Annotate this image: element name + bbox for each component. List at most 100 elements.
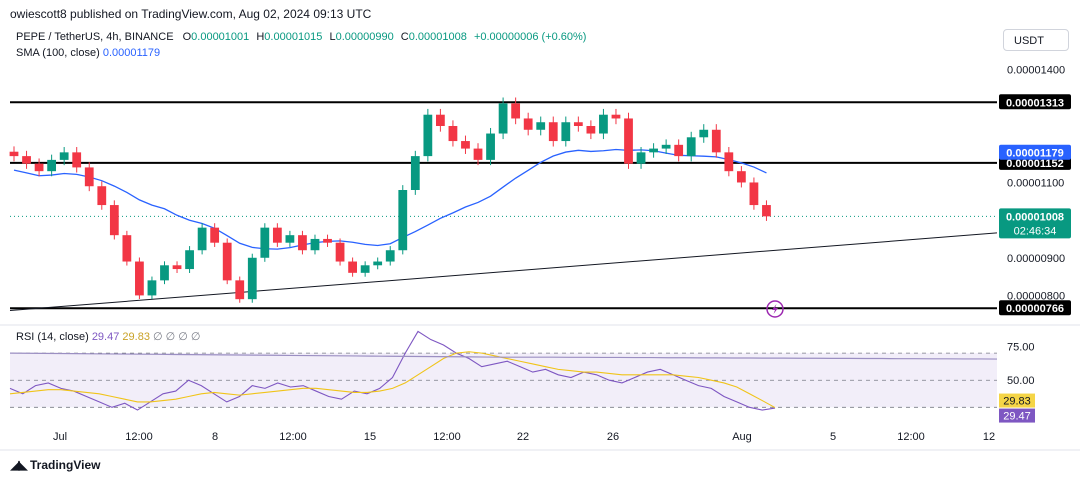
candle-body	[573, 122, 583, 126]
candle-body	[699, 129, 709, 138]
price-badge: 0.00001008	[1006, 211, 1064, 223]
rsi-ma-value: 29.83	[122, 331, 150, 343]
tradingview-logo-icon: ◢◣	[10, 457, 28, 472]
sma-badge: 0.00001179	[1006, 148, 1064, 160]
price-tick-label: 0.00001400	[1007, 65, 1065, 77]
rsi-extra-values: ∅ ∅ ∅ ∅	[153, 331, 201, 343]
flash-icon[interactable]	[766, 300, 784, 318]
candle-body	[624, 118, 633, 164]
candle-body	[197, 227, 207, 251]
tradingview-brand[interactable]: ◢◣ TradingView	[10, 457, 100, 473]
rsi-band	[10, 353, 997, 408]
change-value: +0.00000006 (+0.60%)	[473, 31, 587, 43]
candle-body	[686, 137, 696, 157]
candle-body	[398, 190, 408, 251]
time-tick-label: 26	[607, 431, 619, 443]
candle-body	[210, 227, 220, 243]
candle-body	[749, 182, 759, 206]
candle-body	[97, 186, 107, 206]
rsi-series-line	[9, 330, 776, 411]
level-badge: 0.00000766	[1006, 303, 1064, 315]
trendline-layer	[9, 232, 998, 311]
time-tick-label: 22	[517, 431, 529, 443]
open-label: O	[182, 31, 192, 43]
candle-body	[298, 235, 307, 251]
candle-body	[423, 114, 433, 157]
candle-body	[47, 159, 57, 172]
brand-name: TradingView	[30, 458, 101, 472]
time-tick-label: 12:00	[279, 431, 307, 443]
candle-body	[310, 238, 320, 251]
candle-body	[260, 227, 270, 258]
candle-body	[762, 205, 771, 217]
close-label: C	[400, 31, 409, 43]
candle-body	[448, 126, 458, 142]
publisher-credit: owiescott8 published on TradingView.com,…	[10, 7, 372, 21]
candle-body	[172, 265, 182, 270]
trendline	[9, 232, 998, 311]
candle-body	[561, 122, 571, 142]
candle-body	[586, 126, 596, 134]
price-tick-label: 0.00000800	[1007, 290, 1065, 302]
sma-legend[interactable]: SMA (100, close) 0.00001179	[16, 47, 160, 59]
time-tick-label: Jul	[53, 431, 67, 443]
sma-badge-bg	[999, 144, 1071, 160]
rsi-tick-label: 50.00	[1007, 375, 1035, 387]
rsi-badge-bg	[999, 408, 1035, 423]
candle-body	[147, 280, 157, 296]
candle-body	[410, 156, 420, 190]
candle-body	[373, 261, 383, 266]
candle-body	[109, 205, 119, 236]
candle-body	[611, 114, 621, 119]
candle-body	[649, 148, 658, 153]
countdown-label: 02:46:34	[1014, 225, 1057, 237]
level-badge-bg	[999, 300, 1071, 316]
candle-body	[122, 235, 132, 262]
rsi-ma-badge: 29.83	[1003, 396, 1031, 408]
candle-body	[511, 103, 521, 119]
rsi-series-line	[9, 352, 998, 360]
candles	[9, 97, 771, 303]
price-tick-label: 0.00000900	[1007, 253, 1065, 265]
rsi-badge: 29.47	[1003, 411, 1031, 423]
time-tick-label: 5	[830, 431, 836, 443]
candle-body	[185, 250, 194, 270]
time-tick-label: 8	[212, 431, 218, 443]
price-tick-label: 0.00001100	[1007, 177, 1064, 189]
sma-label: SMA (100, close)	[16, 47, 100, 59]
time-tick-label: 12:00	[125, 431, 153, 443]
rsi-ma-badge-bg	[999, 393, 1035, 408]
time-tick-label: 12:00	[897, 431, 925, 443]
candle-body	[724, 152, 734, 172]
rsi-tick-label: 75.00	[1007, 341, 1035, 353]
candle-body	[661, 144, 671, 149]
rsi-series-line	[9, 351, 776, 409]
candle-body	[736, 171, 746, 183]
candle-body	[335, 242, 345, 262]
price-axis: 0.00001400 0.00001100 0.00000900 0.00000800	[1007, 65, 1065, 303]
rsi-value: 29.47	[91, 331, 120, 343]
candle-body	[360, 265, 370, 273]
level-badge-bg	[999, 94, 1071, 110]
candle-body	[323, 238, 332, 243]
ohlc-legend: PEPE / TetherUS, 4h, BINANCE O0.00001001…	[16, 31, 586, 43]
candle-body	[636, 152, 646, 164]
symbol-title[interactable]: PEPE / TetherUS, 4h, BINANCE	[16, 31, 174, 43]
currency-button[interactable]: USDT	[1003, 29, 1069, 51]
candle-body	[498, 103, 508, 134]
candle-body	[436, 114, 445, 126]
price-badges: 0.00001313 0.00001152 0.00000766 0.00001179…	[999, 94, 1071, 316]
candle-body	[272, 227, 282, 243]
level-badge: 0.00001152	[1006, 158, 1064, 170]
candle-body	[135, 261, 144, 296]
candle-body	[348, 261, 357, 273]
price-badge-bg	[999, 208, 1071, 239]
candle-body	[222, 242, 232, 281]
high-label: H	[256, 31, 265, 43]
rsi-legend[interactable]: RSI (14, close) 29.47 29.83 ∅ ∅ ∅ ∅	[16, 330, 201, 343]
candle-body	[9, 151, 19, 157]
candle-body	[247, 257, 257, 300]
time-tick-label: Aug	[732, 431, 752, 443]
candle-body	[59, 152, 69, 160]
